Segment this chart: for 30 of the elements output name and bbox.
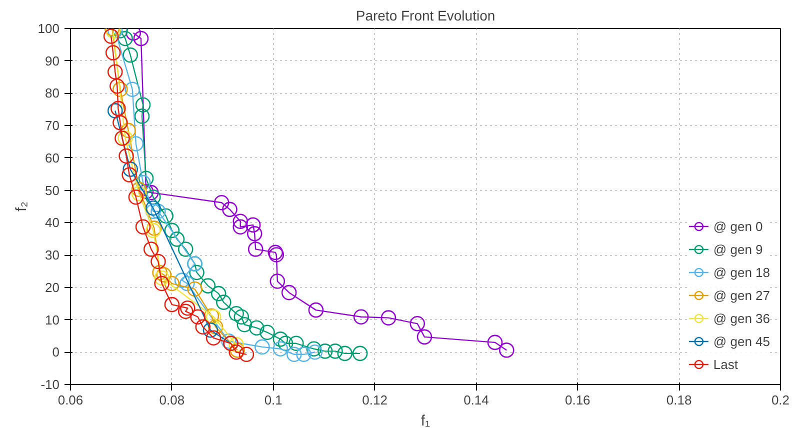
- legend-label: @ gen 9: [713, 242, 763, 256]
- x-axis-title: f₁: [420, 412, 430, 430]
- y-tick-label: 40: [45, 215, 60, 230]
- y-tick-label: -10: [40, 377, 60, 392]
- y-tick-label: 50: [45, 182, 60, 198]
- chart-title: Pareto Front Evolution: [356, 8, 496, 24]
- y-tick-label: 30: [45, 248, 60, 263]
- y-tick-label: 20: [45, 280, 60, 295]
- y-tick-label: 80: [45, 86, 60, 101]
- y-axis-title: f₂: [12, 201, 30, 212]
- legend-label: @ gen 18: [713, 264, 770, 280]
- x-tick-label: 0.1: [264, 392, 282, 408]
- legend-label: @ gen 36: [713, 310, 770, 326]
- x-tick-label: 0.06: [58, 392, 84, 408]
- y-tick-label: 60: [45, 150, 60, 166]
- y-tick-label: 0: [52, 344, 60, 360]
- x-tick-label: 0.16: [564, 392, 590, 408]
- legend-label: @ gen 0: [713, 218, 763, 234]
- x-tick-label: 0.2: [771, 392, 790, 408]
- x-tick-label: 0.12: [362, 392, 388, 408]
- legend-label: Last: [713, 356, 738, 372]
- y-tick-label: 10: [45, 312, 60, 328]
- legend-label: @ gen 45: [713, 334, 770, 348]
- x-tick-label: 0.18: [666, 392, 692, 408]
- legend-label: @ gen 27: [713, 288, 770, 302]
- y-tick-label: 90: [45, 53, 60, 68]
- x-tick-label: 0.08: [159, 392, 185, 408]
- x-tick-label: 0.14: [464, 392, 489, 408]
- y-tick-label: 70: [45, 118, 60, 134]
- y-tick-label: 100: [38, 21, 60, 36]
